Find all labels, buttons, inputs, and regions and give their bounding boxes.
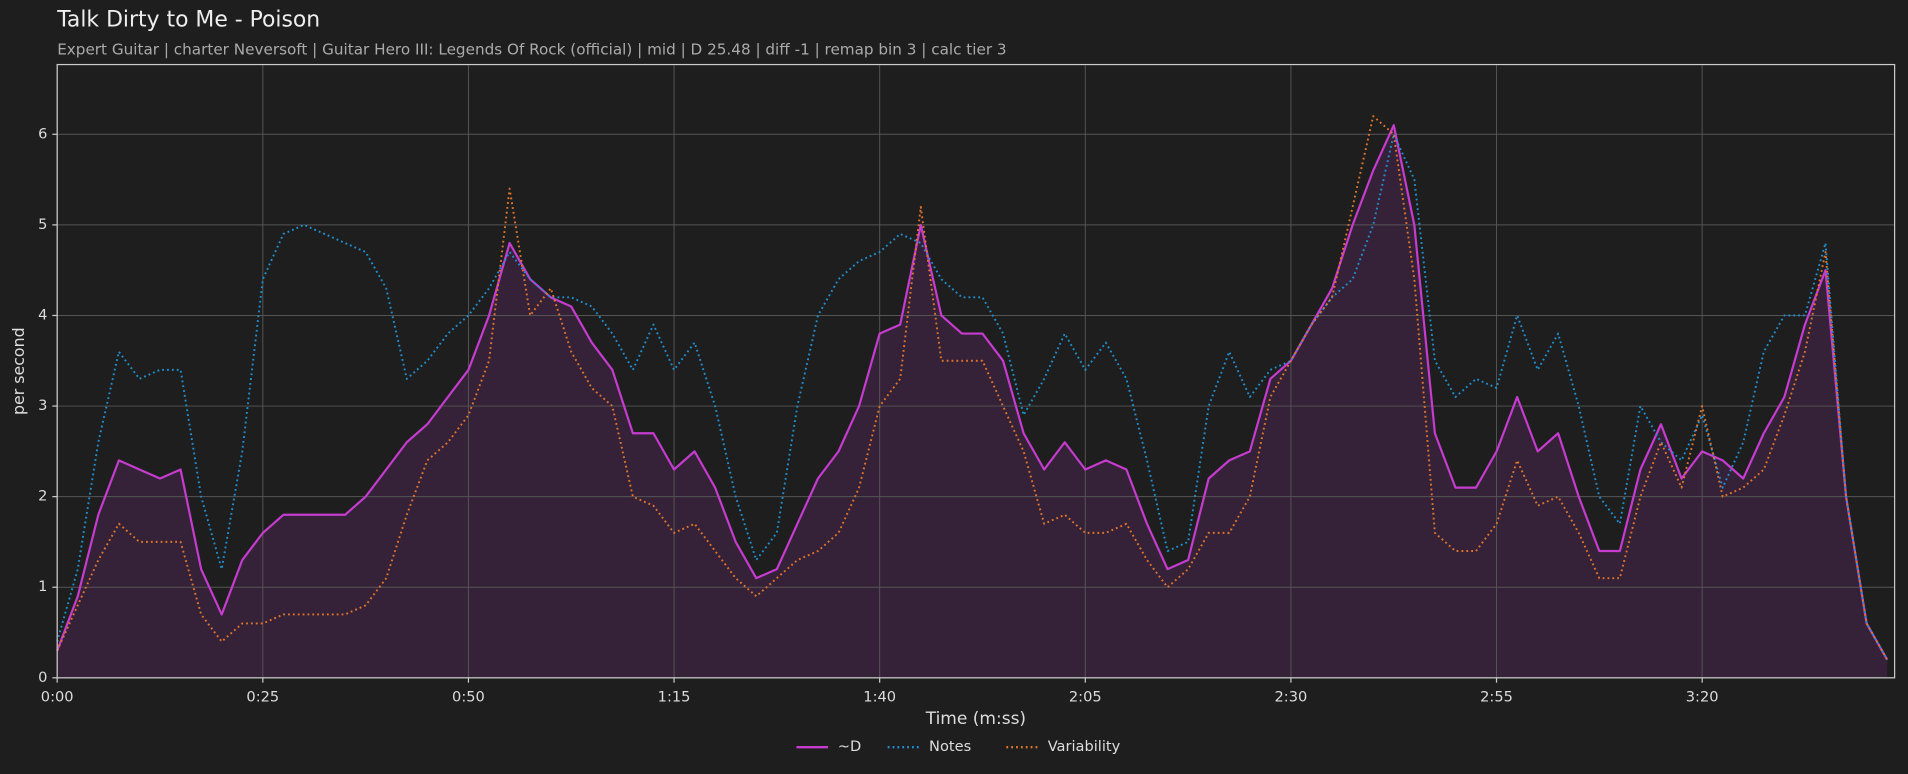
x-tick-label: 2:05 — [1069, 688, 1102, 705]
y-axis-label: per second — [9, 327, 28, 415]
y-tick-label: 6 — [38, 125, 47, 142]
x-tick-label: 0:25 — [246, 688, 279, 705]
y-tick-label: 2 — [38, 488, 47, 505]
y-tick-label: 1 — [38, 578, 47, 595]
chart-title: Talk Dirty to Me - Poison — [56, 8, 320, 33]
x-tick-label: 0:50 — [452, 688, 485, 705]
x-tick-label: 2:30 — [1275, 688, 1308, 705]
y-tick-label: 3 — [38, 397, 47, 414]
area — [57, 125, 1888, 678]
chart-subtitle: Expert Guitar | charter Neversoft | Guit… — [57, 40, 1006, 58]
line — [56, 124, 1889, 661]
x-tick-label: 3:20 — [1686, 688, 1719, 705]
plot-frame — [56, 63, 1896, 679]
x-tick-label: 1:40 — [863, 688, 896, 705]
line — [56, 115, 1889, 661]
x-axis-label: Time (m:ss) — [925, 709, 1026, 729]
x-tick-label: 1:15 — [658, 688, 691, 705]
y-tick-label: 4 — [38, 306, 47, 323]
y-tick-label: 5 — [38, 216, 47, 233]
legend-label: Variability — [1048, 738, 1121, 755]
plot-area — [57, 64, 1895, 678]
y-tick-label: 0 — [38, 669, 47, 686]
legend-label: ~D — [838, 738, 861, 755]
legend-label: Notes — [929, 738, 971, 755]
x-tick-label: 2:55 — [1480, 688, 1513, 705]
x-tick-label: 0:00 — [41, 688, 74, 705]
